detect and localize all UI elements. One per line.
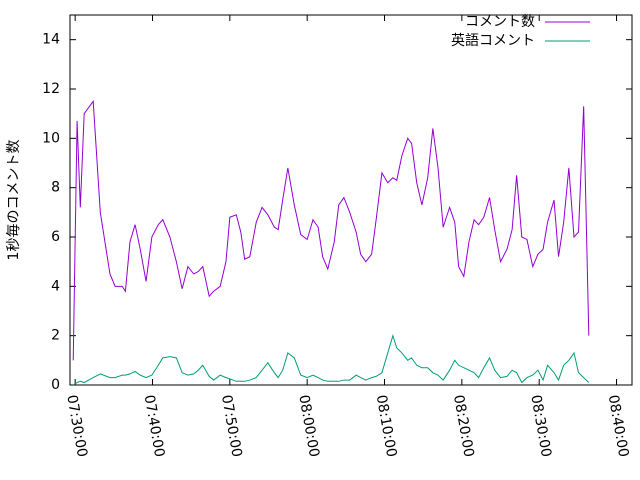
x-tick-label: 07:30:00 <box>63 394 90 459</box>
y-axis-label: 1秒毎のコメント数 <box>6 140 22 261</box>
x-tick-label: 07:50:00 <box>218 394 245 459</box>
y-tick-label: 0 <box>51 377 60 393</box>
plot-border <box>69 14 633 386</box>
x-tick-label: 08:10:00 <box>373 394 400 459</box>
x-tick-label: 08:20:00 <box>450 394 477 459</box>
y-tick-label: 10 <box>42 130 60 146</box>
x-tick-label: 08:30:00 <box>527 394 554 459</box>
y-tick-label: 2 <box>51 328 60 344</box>
legend-label: コメント数 <box>465 14 535 30</box>
y-tick-label: 6 <box>51 229 60 245</box>
x-tick-label: 07:40:00 <box>141 394 168 459</box>
x-tick-label: 08:40:00 <box>605 394 632 459</box>
series-line <box>72 99 590 361</box>
x-tick-label: 08:00:00 <box>295 394 322 459</box>
y-tick-label: 14 <box>42 32 60 48</box>
y-tick-label: 4 <box>51 278 60 294</box>
y-tick-label: 8 <box>51 180 60 196</box>
series-line <box>72 333 590 386</box>
legend-label: 英語コメント <box>451 32 535 49</box>
y-tick-label: 12 <box>42 81 60 97</box>
